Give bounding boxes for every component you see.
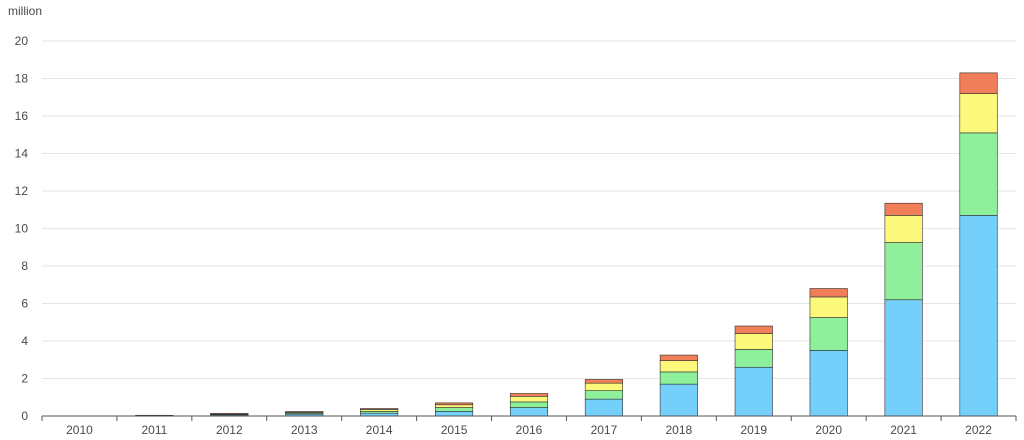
- bar-segment-2018-series-1[interactable]: [659, 383, 698, 417]
- bar-segment-2019-series-3[interactable]: [734, 333, 773, 350]
- bar-segment-2013-series-4[interactable]: [285, 411, 324, 413]
- y-axis-unit-label: million: [8, 4, 42, 18]
- bar-segment-2019-series-2[interactable]: [734, 349, 773, 368]
- x-tick-label: 2015: [441, 423, 468, 437]
- bar-segment-2019-series-1[interactable]: [734, 366, 773, 417]
- x-axis: 2010 2011 2012 2013 2014 2015 2016 2017 2018 2019…: [41, 415, 1017, 437]
- bar-segment-2016-series-4[interactable]: [509, 393, 549, 397]
- bar-segment-2012-series-4[interactable]: [210, 413, 249, 415]
- bar-segment-2017-series-4[interactable]: [584, 379, 623, 384]
- bar-segment-2021-series-4[interactable]: [884, 202, 923, 216]
- bar-segment-2018-series-4[interactable]: [659, 354, 698, 361]
- bar-segment-2019-series-4[interactable]: [734, 325, 773, 334]
- bar-segment-2020-series-3[interactable]: [809, 296, 848, 318]
- bar-segment-2021-series-1[interactable]: [884, 299, 923, 417]
- bar-segment-2021-series-3[interactable]: [884, 215, 923, 243]
- x-tick-label: 2016: [516, 423, 543, 437]
- bar-segment-2017-series-3[interactable]: [584, 382, 623, 391]
- bar-segment-2021-series-2[interactable]: [884, 242, 923, 301]
- bar-segment-2017-series-2[interactable]: [584, 390, 623, 400]
- bar-segment-2022-series-3[interactable]: [959, 93, 998, 134]
- x-tick-label: 2010: [66, 423, 93, 437]
- y-tick-label: 20: [15, 34, 29, 48]
- x-tick-label: 2020: [815, 423, 842, 437]
- x-tick-label: 2013: [291, 423, 318, 437]
- gridlines: [42, 40, 1016, 379]
- x-tick-label: 2022: [965, 423, 992, 437]
- y-tick-label: 2: [21, 372, 28, 386]
- y-tick-label: 10: [15, 222, 29, 236]
- y-tick-label: 0: [21, 409, 28, 423]
- x-tick-label: 2011: [141, 423, 167, 437]
- x-tick-label: 2017: [591, 423, 618, 437]
- x-tick-label: 2012: [216, 423, 243, 437]
- bar-segment-2018-series-2[interactable]: [659, 371, 698, 385]
- bar-segment-2018-series-3[interactable]: [659, 360, 698, 373]
- y-tick-label: 8: [21, 259, 28, 273]
- x-tick-label: 2021: [890, 423, 917, 437]
- y-tick-label: 6: [21, 297, 28, 311]
- y-tick-label: 14: [15, 147, 29, 161]
- bar-segment-2016-series-1[interactable]: [509, 407, 549, 417]
- bar-segment-2020-series-2[interactable]: [809, 317, 848, 351]
- y-tick-label: 18: [15, 72, 29, 86]
- bar-segment-2020-series-4[interactable]: [809, 288, 848, 298]
- bars: [135, 72, 998, 417]
- bar-segment-2016-series-2[interactable]: [509, 401, 549, 408]
- bar-segment-2017-series-1[interactable]: [584, 398, 623, 417]
- x-tick-label: 2019: [740, 423, 767, 437]
- bar-segment-2022-series-2[interactable]: [959, 132, 998, 216]
- y-tick-label: 16: [15, 109, 29, 123]
- x-tick-label: 2014: [366, 423, 393, 437]
- bar-segment-2015-series-4[interactable]: [435, 402, 474, 406]
- bar-segment-2022-series-4[interactable]: [959, 72, 998, 94]
- x-tick-label: 2018: [665, 423, 692, 437]
- bar-segment-2015-series-3[interactable]: [435, 404, 474, 408]
- bar-segment-2015-series-1[interactable]: [435, 411, 474, 417]
- bar-segment-2015-series-2[interactable]: [435, 407, 474, 412]
- y-tick-label: 12: [15, 184, 29, 198]
- bar-segment-2020-series-1[interactable]: [809, 350, 848, 417]
- y-tick-label: 4: [21, 334, 28, 348]
- bar-segment-2016-series-3[interactable]: [509, 396, 549, 403]
- bar-segment-2022-series-1[interactable]: [959, 215, 998, 417]
- bar-segment-2014-series-4[interactable]: [360, 408, 399, 410]
- y-axis-ticks: 0 2 4 6 8 10 12 14 16 18 20: [15, 34, 29, 423]
